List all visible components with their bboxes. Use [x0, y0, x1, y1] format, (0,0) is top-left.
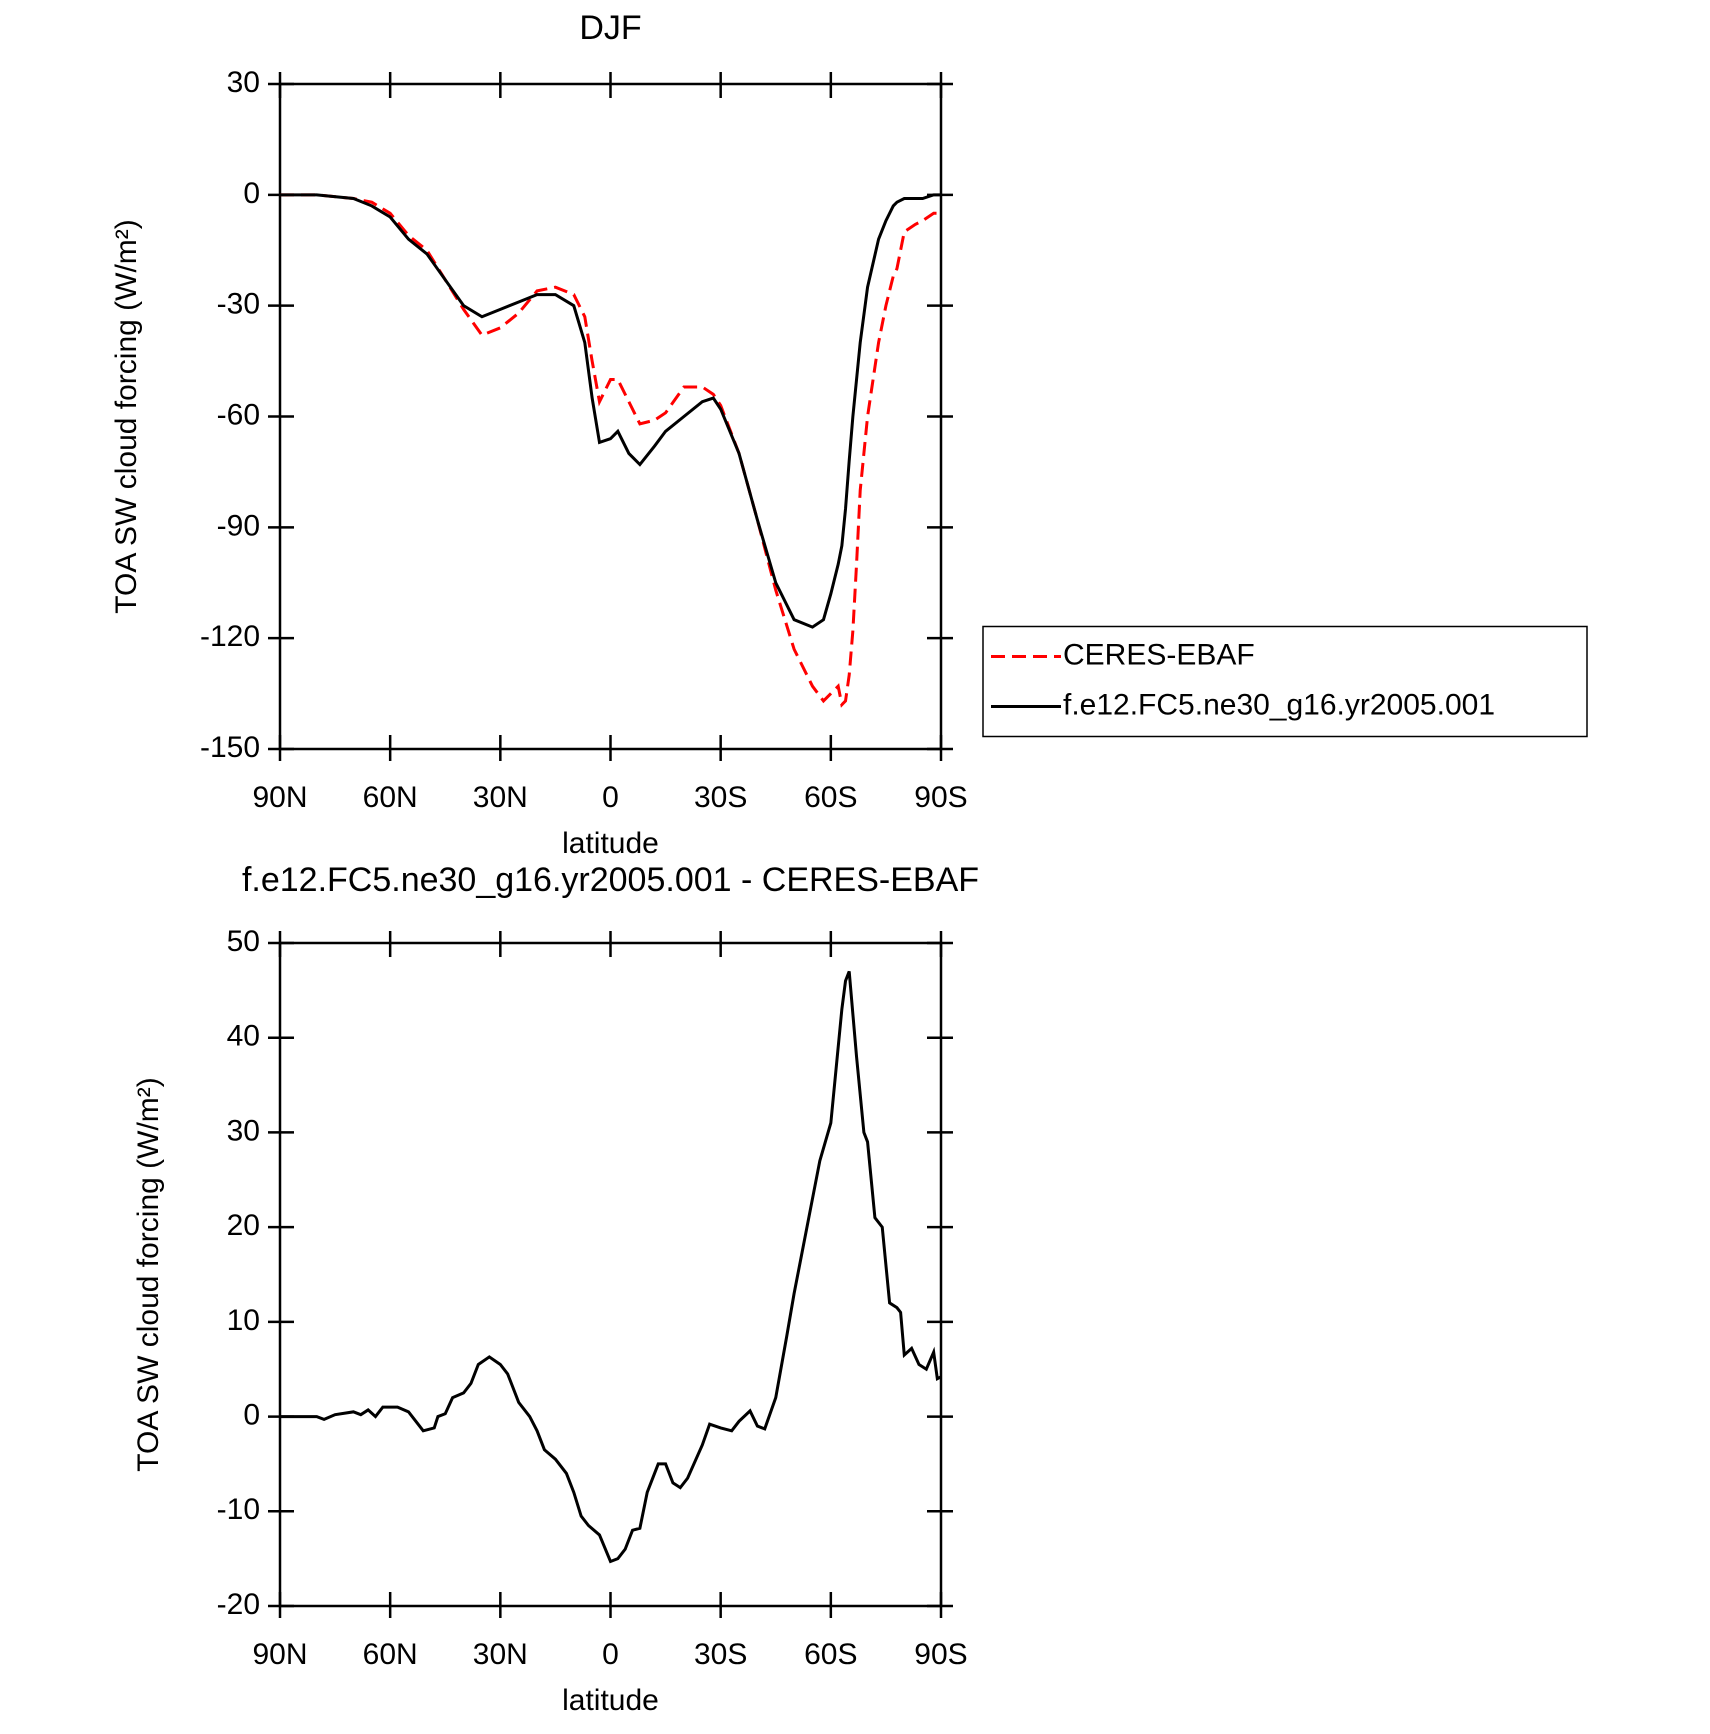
x-tick-label: 60N [363, 1638, 418, 1671]
x-tick-label: 90N [252, 781, 307, 814]
x-tick-label: 30S [694, 1638, 747, 1671]
y-tick-label: -60 [217, 398, 260, 431]
y-axis-label: TOA SW cloud forcing (W/m²) [132, 1077, 165, 1472]
plot-frame [278, 82, 943, 751]
data-line [280, 193, 941, 708]
y-tick-label: 10 [227, 1304, 260, 1337]
x-tick-label: 60N [363, 781, 418, 814]
x-tick-label: 30S [694, 781, 747, 814]
chart-title: DJF [579, 9, 641, 47]
y-tick-label: -150 [200, 731, 260, 764]
x-tick-label: 60S [804, 1638, 857, 1671]
x-tick-label: 30N [473, 1638, 528, 1671]
legend-box [982, 625, 1588, 738]
y-tick-label: -30 [217, 288, 260, 321]
x-tick-label: 0 [602, 781, 619, 814]
data-line [280, 970, 942, 1564]
y-tick-label: -90 [217, 509, 260, 542]
y-tick-label: 50 [227, 925, 260, 958]
y-axis-label: TOA SW cloud forcing (W/m²) [110, 219, 143, 614]
data-line [280, 193, 941, 629]
x-tick-label: 0 [602, 1638, 619, 1671]
y-tick-label: 30 [227, 1114, 260, 1147]
y-tick-label: 30 [227, 66, 260, 99]
y-tick-label: 40 [227, 1020, 260, 1053]
x-tick-label: 30N [473, 781, 528, 814]
x-tick-label: 60S [804, 781, 857, 814]
x-tick-label: 90S [914, 1638, 967, 1671]
y-tick-label: -120 [200, 620, 260, 653]
plot-frame [278, 941, 943, 1608]
legend-label: f.e12.FC5.ne30_g16.yr2005.001 [1063, 688, 1495, 721]
chart-title: f.e12.FC5.ne30_g16.yr2005.001 - CERES-EB… [242, 861, 979, 899]
x-tick-label: 90S [914, 781, 967, 814]
y-tick-label: 20 [227, 1209, 260, 1242]
y-tick-label: -10 [217, 1493, 260, 1526]
x-tick-label: 90N [252, 1638, 307, 1671]
x-axis-label: latitude [562, 827, 659, 860]
y-tick-label: 0 [243, 1398, 260, 1431]
x-axis-label: latitude [562, 1684, 659, 1717]
legend-label: CERES-EBAF [1063, 638, 1255, 671]
y-tick-label: 0 [243, 177, 260, 210]
y-tick-label: -20 [217, 1588, 260, 1621]
